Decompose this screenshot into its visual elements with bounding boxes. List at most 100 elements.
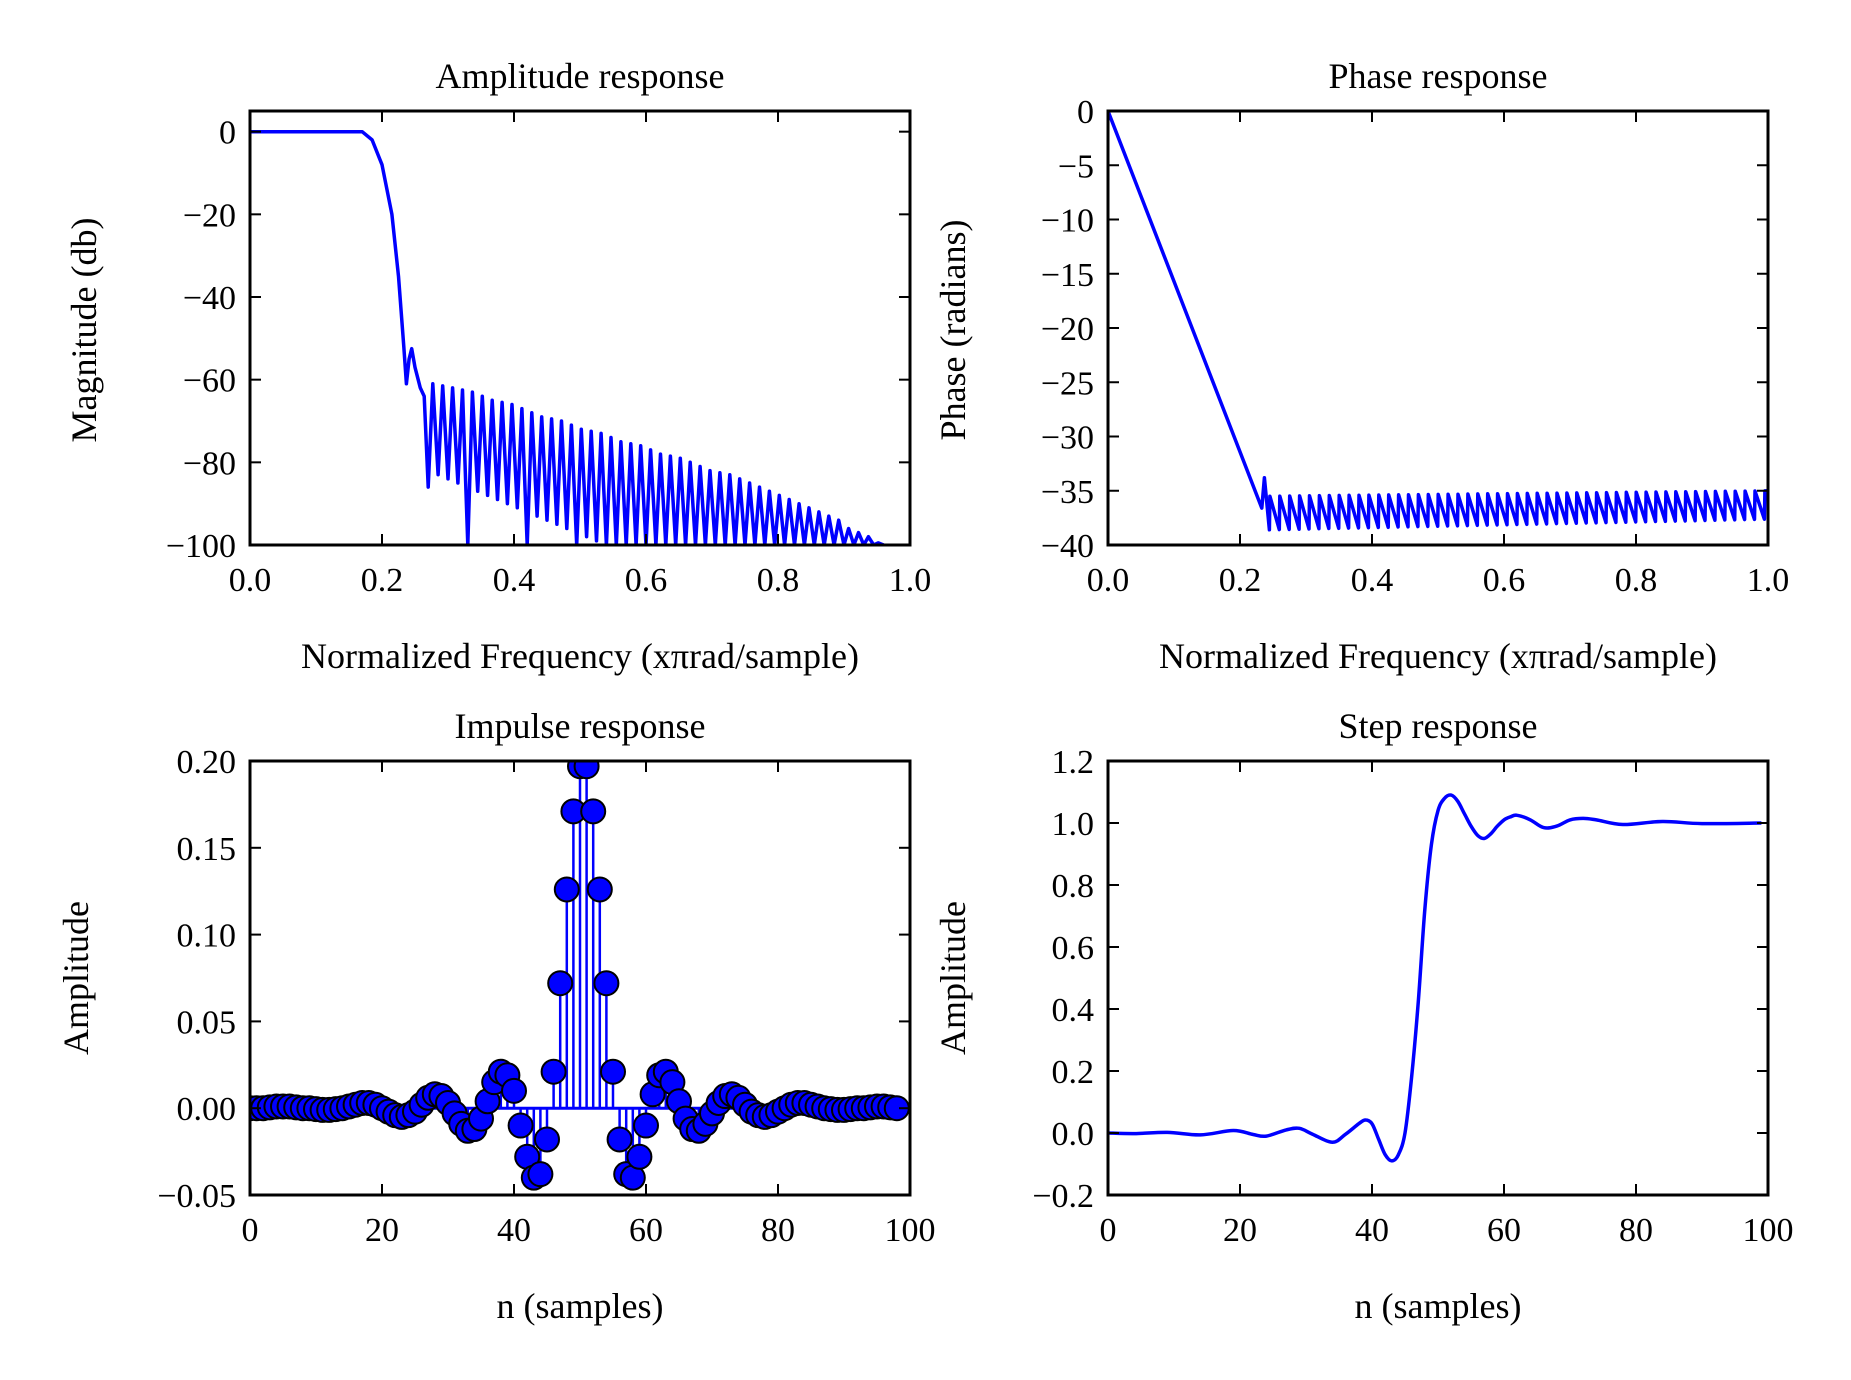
impulse-marker	[626, 1143, 653, 1170]
impulse-marker	[527, 1161, 554, 1188]
phase-x-tick-label: 1.0	[1747, 562, 1790, 599]
phase-y-axis-label: Phase (radians)	[933, 220, 973, 441]
impulse-marker	[540, 1058, 567, 1085]
step-ticks-layer: 0 20 40 60 80 100 1.2 1.0 0.8 0.6 0.4 0.2 0.0 −0.2	[1032, 744, 1793, 1249]
phase-x-tick-label: 0.0	[1087, 562, 1130, 599]
step-x-tick-label: 60	[1487, 1212, 1521, 1249]
impulse-marker	[606, 1126, 633, 1153]
step-y-tick-label: 1.0	[1052, 806, 1095, 843]
impulse-y-tick-label: 0.05	[177, 1004, 237, 1041]
phase-response-panel: Phase response Normalized Frequency (xπr…	[933, 56, 1789, 676]
step-x-tick-label: 80	[1619, 1212, 1653, 1249]
impulse-chart-title: Impulse response	[455, 706, 706, 746]
impulse-marker	[553, 876, 580, 903]
impulse-x-tick-label: 80	[761, 1212, 795, 1249]
phase-x-axis-label: Normalized Frequency (xπrad/sample)	[1159, 636, 1717, 676]
amplitude-plot-frame	[248, 109, 912, 547]
amplitude-y-tick-label: 0	[219, 115, 236, 152]
phase-y-tick-label: −35	[1041, 474, 1094, 511]
impulse-marker	[600, 1058, 626, 1085]
step-x-tick-label: 40	[1355, 1212, 1389, 1249]
impulse-x-tick-label: 40	[497, 1212, 531, 1249]
step-series-layer	[1108, 793, 1762, 1163]
amplitude-y-tick-label: −60	[183, 363, 236, 400]
impulse-marker	[547, 970, 574, 997]
phase-y-tick-label: −15	[1041, 257, 1094, 294]
phase-y-tick-label: −10	[1041, 203, 1094, 240]
impulse-series-layer	[250, 761, 910, 1191]
impulse-y-axis-label: Amplitude	[56, 901, 96, 1055]
amplitude-x-tick-label: 0.6	[625, 562, 668, 599]
step-y-tick-label: 0.0	[1052, 1116, 1095, 1153]
step-series-line	[1108, 793, 1762, 1163]
step-response-panel: Step response n (samples) Amplitude 0 20 4…	[933, 706, 1794, 1326]
step-chart-title: Step response	[1339, 706, 1538, 746]
phase-ticks-layer: 0.0 0.2 0.4 0.6 0.8 1.0 0 −5 −10 −15 −20 −25 −30 −35 −…	[1041, 94, 1789, 599]
step-plot-frame	[1106, 759, 1770, 1197]
step-y-tick-label: 0.8	[1052, 868, 1095, 905]
amplitude-ticks-layer: 0.0 0.2 0.4 0.6 0.8 1.0 0 −20 −40 −60 −80 −100	[166, 111, 931, 599]
amplitude-series-layer	[250, 129, 885, 545]
impulse-marker	[507, 1112, 534, 1139]
amplitude-x-tick-label: 0.2	[361, 562, 404, 599]
step-y-tick-label: −0.2	[1032, 1178, 1094, 1215]
phase-y-tick-label: −5	[1058, 148, 1094, 185]
step-y-tick-label: 0.2	[1052, 1054, 1095, 1091]
impulse-x-tick-label: 20	[365, 1212, 399, 1249]
amplitude-x-tick-label: 0.8	[757, 562, 800, 599]
step-x-tick-label: 20	[1223, 1212, 1257, 1249]
impulse-y-tick-label: 0.15	[177, 831, 237, 868]
amplitude-x-tick-label: 0.0	[229, 562, 272, 599]
amplitude-chart-title: Amplitude response	[436, 56, 725, 96]
impulse-marker	[593, 970, 620, 997]
impulse-x-tick-label: 0	[242, 1212, 259, 1249]
impulse-marker	[573, 761, 600, 780]
phase-chart-title: Phase response	[1329, 56, 1548, 96]
step-y-tick-label: 0.6	[1052, 930, 1095, 967]
phase-plot-frame	[1106, 109, 1770, 547]
impulse-y-tick-label: 0.10	[177, 918, 237, 955]
amplitude-x-tick-label: 1.0	[889, 562, 932, 599]
phase-y-tick-label: −20	[1041, 311, 1094, 348]
phase-series-layer	[1108, 111, 1768, 532]
phase-y-tick-label: 0	[1077, 94, 1094, 131]
impulse-x-tick-label: 100	[885, 1212, 936, 1249]
step-y-tick-label: 1.2	[1052, 744, 1095, 781]
impulse-response-panel: Impulse response n (samples) Amplitude 0…	[56, 706, 936, 1326]
impulse-marker	[633, 1112, 659, 1139]
impulse-plot-frame	[248, 759, 912, 1197]
impulse-ticks-layer: 0 20 40 60 80 100 0.20 0.15 0.10 0.05 0.00 −0.05	[157, 744, 935, 1249]
impulse-x-axis-label: n (samples)	[497, 1286, 664, 1326]
impulse-y-tick-label: 0.00	[177, 1091, 237, 1128]
step-x-tick-label: 100	[1743, 1212, 1794, 1249]
step-x-tick-label: 0	[1100, 1212, 1117, 1249]
phase-x-tick-label: 0.8	[1615, 562, 1658, 599]
phase-y-tick-label: −40	[1041, 528, 1094, 565]
impulse-x-tick-label: 60	[629, 1212, 663, 1249]
phase-x-tick-label: 0.6	[1483, 562, 1526, 599]
impulse-marker	[534, 1126, 560, 1153]
phase-y-tick-label: −25	[1041, 365, 1094, 402]
amplitude-response-panel: Amplitude response Normalized Frequency …	[64, 56, 931, 676]
amplitude-x-axis-label: Normalized Frequency (xπrad/sample)	[301, 636, 859, 676]
amplitude-x-tick-label: 0.4	[493, 562, 536, 599]
step-y-axis-label: Amplitude	[933, 901, 973, 1055]
amplitude-y-tick-label: −80	[183, 445, 236, 482]
amplitude-series-line	[250, 129, 885, 545]
phase-series-line	[1108, 111, 1768, 532]
step-x-axis-label: n (samples)	[1355, 1286, 1522, 1326]
step-y-tick-label: 0.4	[1052, 992, 1095, 1029]
phase-x-tick-label: 0.4	[1351, 562, 1394, 599]
impulse-marker	[586, 876, 613, 903]
phase-x-tick-label: 0.2	[1219, 562, 1262, 599]
impulse-y-tick-label: −0.05	[157, 1178, 236, 1215]
amplitude-y-axis-label: Magnitude (db)	[64, 218, 104, 443]
amplitude-y-tick-label: −40	[183, 280, 236, 317]
impulse-marker	[580, 798, 607, 825]
impulse-y-tick-label: 0.20	[177, 744, 237, 781]
amplitude-y-tick-label: −20	[183, 197, 236, 234]
impulse-marker	[501, 1077, 527, 1104]
phase-y-tick-label: −30	[1041, 420, 1094, 457]
